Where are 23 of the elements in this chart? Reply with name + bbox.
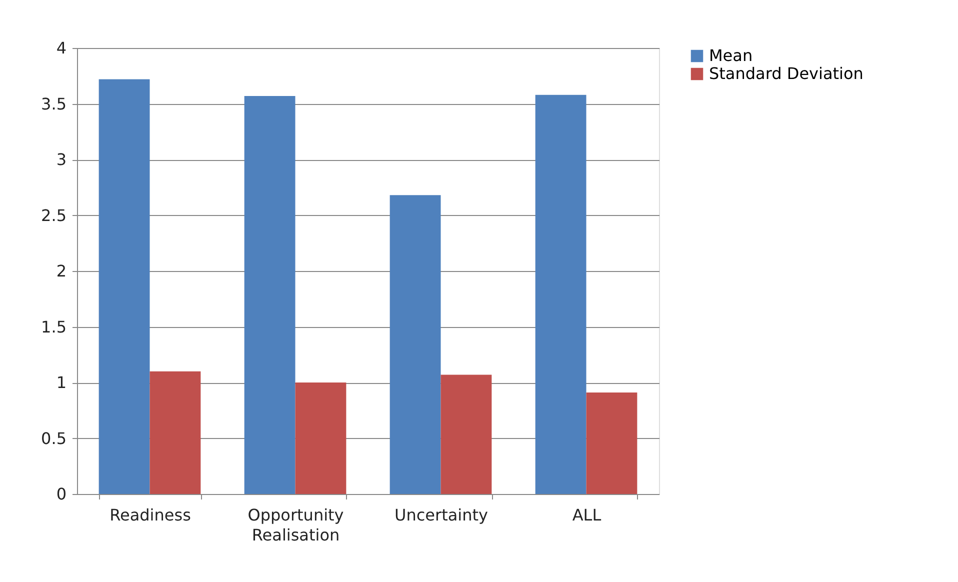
bar [150, 371, 201, 494]
legend-label: Standard Deviation [709, 64, 864, 83]
y-tick-label: 1 [56, 373, 66, 392]
x-tick-label: Uncertainty [394, 506, 488, 524]
bar [295, 382, 346, 494]
y-tick-label: 0.5 [41, 428, 66, 448]
bar [586, 392, 638, 494]
x-tick-label: ALL [572, 506, 602, 524]
y-tick-label: 4 [56, 38, 66, 58]
x-tick-label: Readiness [110, 506, 191, 524]
x-tick-label: Opportunity Realisation [248, 506, 344, 544]
y-tick-label: 2 [56, 262, 66, 280]
bar [244, 96, 296, 494]
y-tick-label: 1.5 [41, 317, 66, 336]
bar [98, 79, 150, 494]
bar [440, 374, 492, 494]
y-tick-label: 0 [56, 484, 66, 504]
legend-label: Mean [709, 46, 753, 65]
y-tick-label: 3.5 [41, 94, 66, 114]
bar [390, 195, 441, 494]
bar [535, 94, 586, 494]
y-tick-label: 3 [56, 150, 66, 169]
y-tick-label: 2.5 [41, 206, 66, 225]
